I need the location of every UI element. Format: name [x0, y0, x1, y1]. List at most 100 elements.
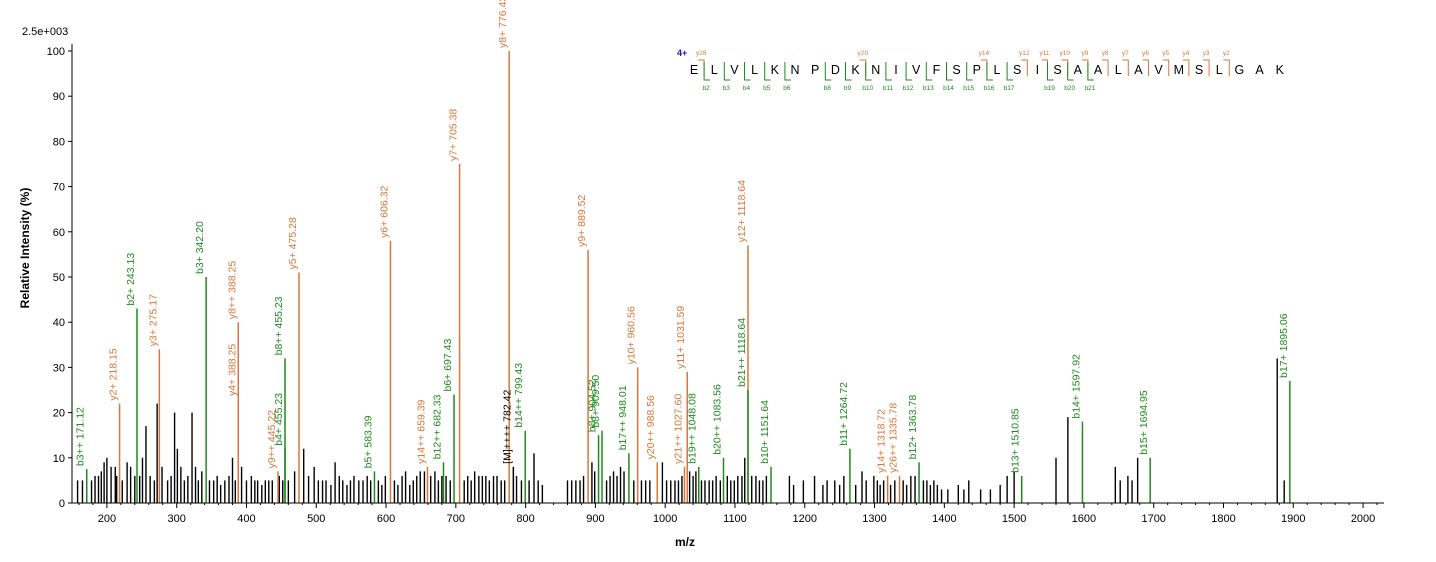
y-ion-label: y11	[1040, 50, 1050, 57]
y-ion-label: y14	[979, 50, 990, 57]
b-ion-bracket	[966, 62, 973, 81]
sequence-residue: L	[1115, 63, 1122, 77]
x-tick-label: 1400	[932, 513, 956, 525]
sequence-residue: I	[1036, 63, 1039, 77]
peak-label: b17+ 1895.06	[1278, 313, 1290, 378]
b-ion-bracket	[784, 62, 791, 81]
peak-label: b20++ 1083.56	[712, 384, 724, 455]
sequence-residue: P	[811, 63, 819, 77]
peak-label: b10+ 1151.64	[759, 400, 771, 464]
sequence-residue: K	[771, 63, 780, 77]
peak-label: b3+ 342.20	[194, 221, 206, 274]
peak-label: b15+ 1694.95	[1138, 390, 1150, 455]
peak-label: y9+ 889.52	[576, 194, 588, 246]
b-ion-bracket	[764, 62, 771, 81]
y-ion-bracket	[1142, 59, 1149, 76]
y-ion-label: y20	[857, 50, 868, 57]
x-tick-label: 500	[307, 513, 325, 525]
peak-label: b4+ 455.23	[273, 393, 285, 446]
intensity-scale-label: 2.5e+003	[22, 26, 68, 38]
x-tick-label: 1800	[1211, 513, 1235, 525]
b-ion-bracket	[925, 62, 933, 81]
peak-label: b11+ 1264.72	[838, 382, 850, 446]
sequence-residue: I	[894, 63, 897, 77]
b-ion-label: b3	[723, 85, 731, 92]
plot-area: b3++ 171.12 y2+ 218.15 b2+ 243.13 y3+ 275.1…	[75, 0, 1291, 503]
sequence-residue: P	[973, 63, 981, 77]
b-ion-label: b12	[903, 85, 914, 92]
x-tick-label: 1500	[1002, 513, 1026, 525]
x-tick-label: 700	[447, 513, 465, 525]
x-tick-label: 1000	[653, 513, 677, 525]
b-ion-bracket	[1047, 62, 1054, 81]
y-tick-label: 70	[53, 182, 65, 194]
sequence-residue: L	[711, 63, 718, 77]
b-ion-bracket	[824, 62, 832, 81]
sequence-residue: D	[831, 63, 840, 77]
y-ion-bracket	[1122, 59, 1129, 76]
peak-label: b13+ 1510.85	[1010, 408, 1022, 473]
charge-state-label: 4+	[677, 48, 687, 58]
x-axis-label: m/z	[675, 535, 695, 549]
peak-label: b8+ 909.50	[590, 375, 602, 428]
b-ion-label: b8	[824, 85, 832, 92]
sequence-residue: V	[1154, 63, 1163, 77]
sequence-residue: M	[1174, 63, 1184, 77]
b-ion-label: b20	[1064, 85, 1075, 92]
peak-label: b14++ 799.43	[513, 363, 525, 428]
b-ion-label: b6	[783, 85, 791, 92]
peak-label: b21++ 1118.64	[736, 318, 748, 387]
peak-label: b8+ 904.52	[587, 379, 599, 432]
peak-label: b14+ 1597.92	[1070, 354, 1082, 419]
peak-label: [M]++++ 782.42	[501, 390, 513, 464]
y-ion-bracket	[1223, 59, 1230, 76]
sequence-residue: L	[1216, 63, 1223, 77]
y-ion-label: y28	[696, 50, 707, 57]
y-ion-bracket	[1081, 59, 1089, 76]
x-tick-label: 1900	[1281, 513, 1305, 525]
sequence-residue: E	[690, 63, 698, 77]
y-ion-label: y5	[1162, 50, 1169, 57]
b-ion-bracket	[1067, 62, 1074, 81]
b-ion-label: b10	[862, 85, 873, 92]
peak-label: b5+ 583.39	[362, 415, 374, 468]
sequence-residue: V	[912, 63, 921, 77]
b-ion-bracket	[905, 62, 913, 81]
b-ion-label: b19	[1044, 85, 1055, 92]
peak-label: b3++ 171.12	[75, 407, 87, 466]
y-tick-label: 40	[53, 317, 65, 329]
b-ion-label: b14	[943, 85, 954, 92]
peak-label: y14++ 659.39	[415, 399, 427, 463]
y-ion-bracket	[980, 59, 988, 76]
x-tick-label: 800	[516, 513, 534, 525]
peak-label: y8++ 388.25	[226, 261, 238, 320]
x-tick-label: 1300	[862, 513, 886, 525]
sequence-residue: K	[851, 63, 860, 77]
peak-label: y11+ 1031.59	[675, 306, 687, 369]
y-ion-bracket	[1061, 59, 1069, 76]
b-ion-label: b15	[963, 85, 974, 92]
y-ion-label: y7	[1122, 50, 1129, 57]
sequence-residue: G	[1235, 63, 1245, 77]
x-tick-label: 1600	[1072, 513, 1096, 525]
y-tick-label: 50	[53, 272, 65, 284]
peak-label: y20++ 988.56	[645, 395, 657, 459]
peak-label: y21++ 1027.60	[672, 394, 684, 464]
x-tick-label: 900	[586, 513, 604, 525]
sequence-residue: N	[871, 63, 880, 77]
y-ion-bracket	[1021, 59, 1028, 76]
peak-label: y6+ 606.32	[378, 185, 390, 237]
y-ion-label: y4	[1182, 50, 1189, 57]
peak-label: y7+ 705.38	[448, 109, 460, 161]
y-tick-label: 30	[53, 362, 65, 374]
peak-label: y5+ 475.28	[287, 217, 299, 269]
x-tick-label: 2000	[1351, 513, 1375, 525]
b-ion-label: b16	[983, 85, 994, 92]
sequence-residue: S	[1053, 63, 1061, 77]
sequence-residue: V	[730, 63, 739, 77]
x-tick-label: 400	[237, 513, 255, 525]
y-ion-bracket	[1162, 59, 1170, 76]
y-ion-bracket	[698, 59, 705, 76]
b-ion-bracket	[845, 62, 852, 81]
